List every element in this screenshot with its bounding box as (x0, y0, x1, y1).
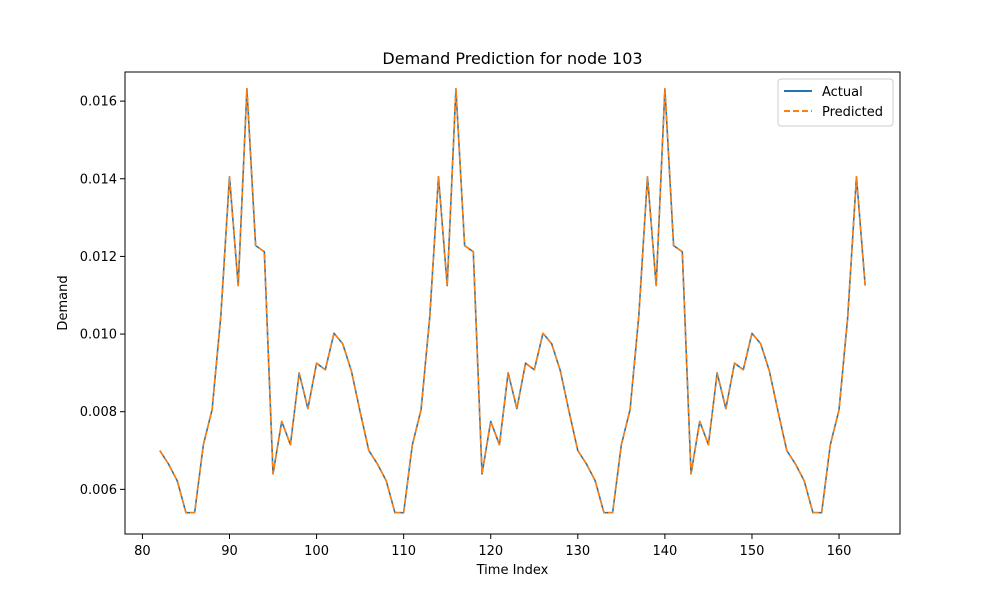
x-tick-label: 130 (565, 544, 590, 559)
x-tick-label: 120 (478, 544, 503, 559)
y-axis-title: Demand (56, 275, 71, 330)
x-axis-title: Time Index (476, 563, 549, 578)
y-axis: 0.006 0.008 0.010 0.012 0.014 0.016 (80, 95, 125, 498)
x-tick-label: 100 (304, 544, 329, 559)
series-layer (159, 87, 866, 514)
x-tick-label: 160 (827, 544, 852, 559)
legend: Actual Predicted (777, 78, 894, 127)
x-tick-label: 90 (221, 544, 238, 559)
chart-title: Demand Prediction for node 103 (382, 49, 642, 68)
y-tick-label: 0.010 (80, 328, 117, 343)
legend-label-actual: Actual (822, 85, 863, 100)
y-tick-label: 0.008 (80, 405, 117, 420)
y-tick-label: 0.014 (80, 172, 117, 187)
plot-area (124, 71, 901, 535)
x-tick-label: 110 (391, 544, 416, 559)
legend-label-predicted: Predicted (822, 105, 883, 120)
y-tick-label: 0.006 (80, 483, 117, 498)
axes-frame (124, 71, 901, 535)
series-line-predicted (159, 87, 866, 514)
x-tick-label: 140 (652, 544, 677, 559)
y-tick-label: 0.012 (80, 250, 117, 265)
x-axis: 80 90 100 110 120 130 140 150 160 (134, 534, 851, 559)
x-tick-label: 150 (740, 544, 765, 559)
x-tick-label: 80 (134, 544, 151, 559)
y-tick-label: 0.016 (80, 95, 117, 110)
